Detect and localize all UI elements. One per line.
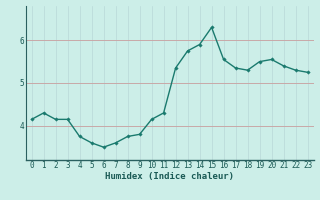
X-axis label: Humidex (Indice chaleur): Humidex (Indice chaleur) xyxy=(105,172,234,181)
